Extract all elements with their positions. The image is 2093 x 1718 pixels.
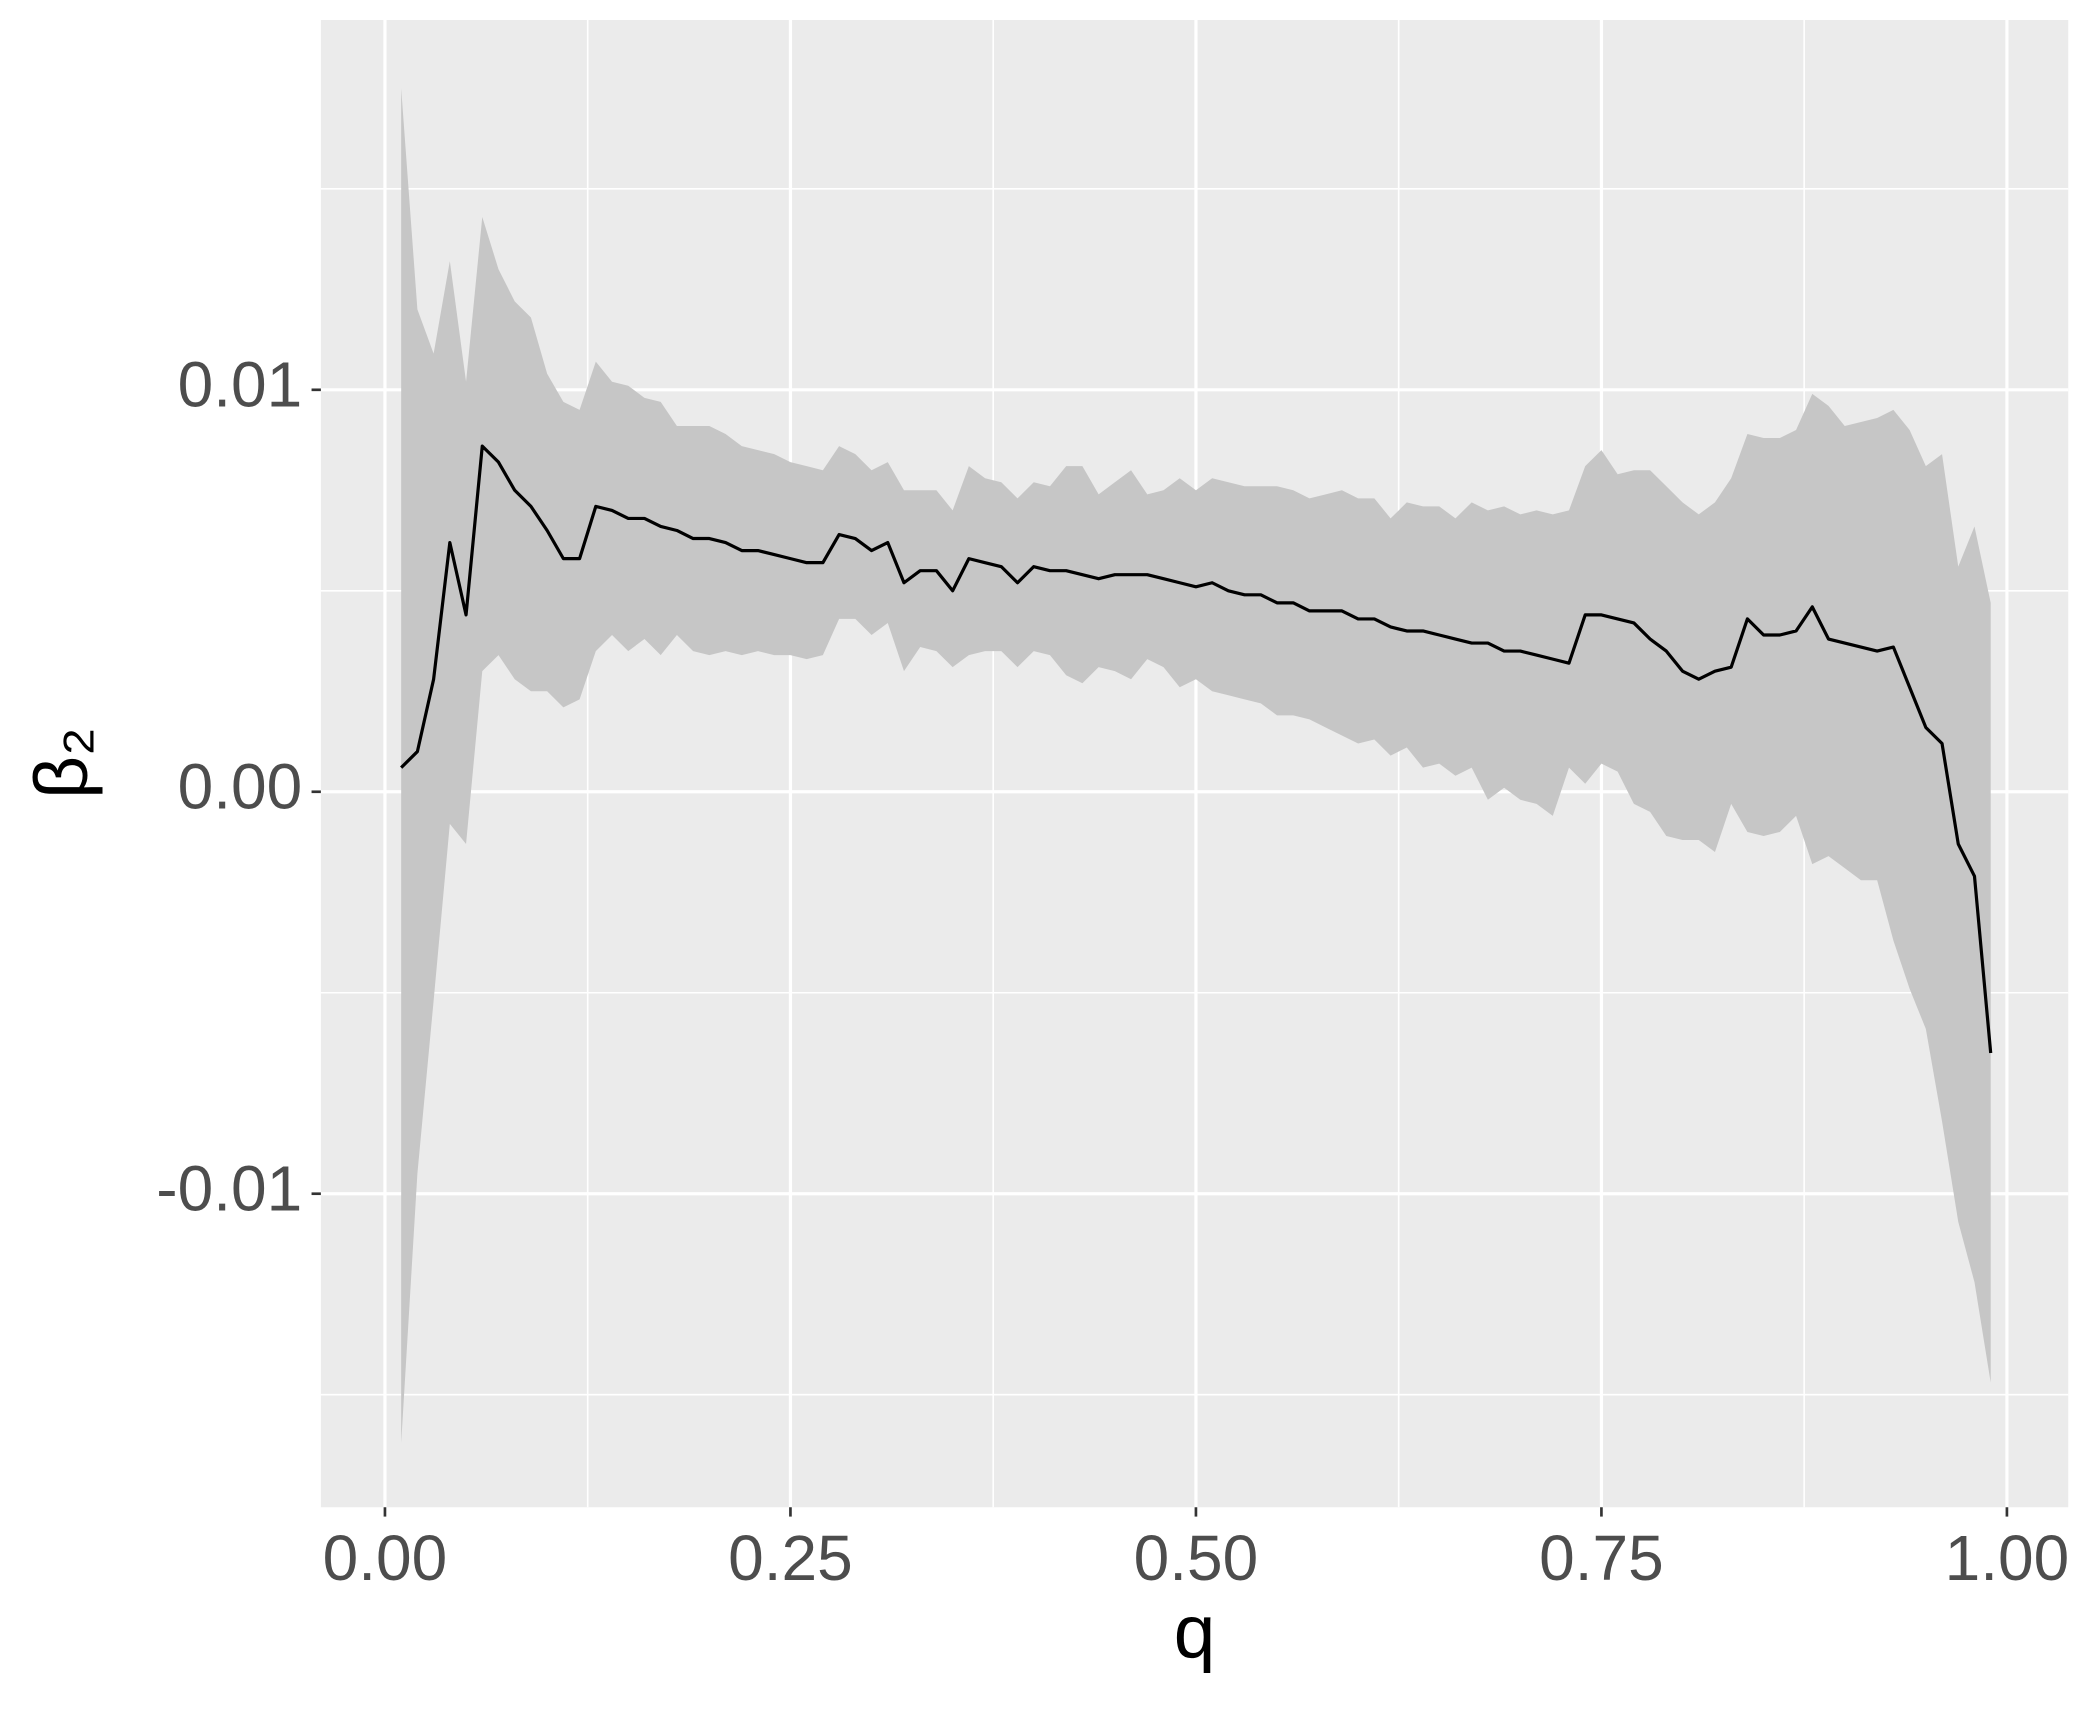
y-axis-title: β₂ bbox=[19, 727, 103, 799]
estimate-line bbox=[400, 444, 1993, 1054]
y-tick-label: 0.00 bbox=[178, 751, 303, 823]
x-tick-label: 0.50 bbox=[1134, 1522, 1259, 1594]
x-tick-label: 0.75 bbox=[1539, 1522, 1664, 1594]
y-tick-label: 0.01 bbox=[178, 349, 303, 421]
x-tick-label: 0.00 bbox=[323, 1522, 448, 1594]
x-tick-label: 1.00 bbox=[1945, 1522, 2070, 1594]
confidence-ribbon bbox=[401, 88, 1991, 1443]
x-axis-title: q bbox=[1174, 1590, 1216, 1674]
x-tick-label: 0.25 bbox=[728, 1522, 853, 1594]
y-tick-label: -0.01 bbox=[156, 1153, 302, 1225]
